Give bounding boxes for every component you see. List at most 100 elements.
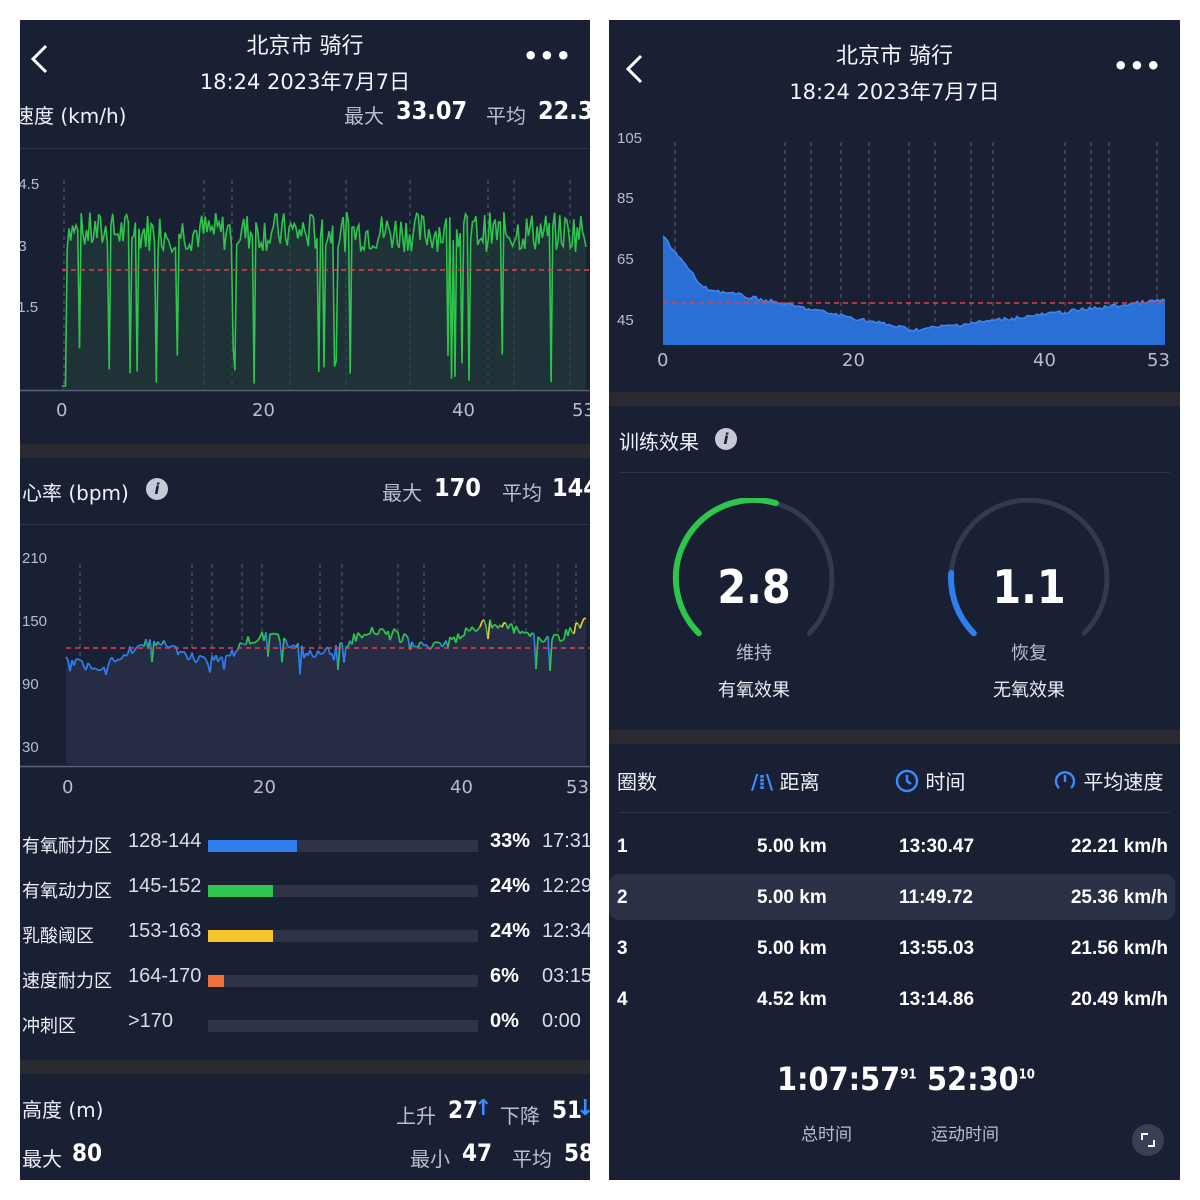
heart-line-segment [283,637,287,642]
back-button[interactable] [623,52,645,90]
speed-avg-value: 22.31 [538,96,590,125]
heart-line-segment [465,627,469,632]
lap-number: 1 [617,836,628,857]
info-icon[interactable]: i [715,428,737,450]
heart-line-segment [357,632,361,636]
zone-bar [208,1020,478,1032]
heart-line-segment [477,626,481,630]
aerobic-label: 有氧效果 [718,680,790,701]
heart-line-segment [507,623,511,630]
altitude-max-label: 最大 [22,1147,62,1171]
heart-ytick: 210 [22,550,48,567]
total-time: 1:07:5791 [777,1060,917,1098]
road-icon: /⁞\ [751,770,774,794]
lap-distance: 5.00 km [757,887,827,908]
heart-line-segment [489,619,493,629]
heart-line-segment [119,657,123,661]
zone-bar [208,975,478,987]
heart-line-segment [317,650,321,655]
total-time-label: 总时间 [801,1125,852,1145]
back-button[interactable] [28,42,50,80]
heart-line-segment [273,632,277,636]
aerobic-status: 维持 [736,643,772,664]
altitude-down-label: 下降 [500,1104,540,1128]
moving-time: 52:3010 [927,1060,1035,1098]
left-screen: 北京市 骑行 18:24 2023年7月7日 ••• 速度 (km/h) 最大 … [20,20,590,1180]
altitude-down-value: 51 [552,1096,583,1124]
heart-line-segment [289,645,293,648]
heart-line-segment [323,648,327,653]
heart-line-segment [185,654,189,661]
heart-line-segment [423,643,427,647]
heart-line-segment [187,657,191,661]
zone-bar [208,885,478,897]
lap-speed: 22.21 km/h [1070,836,1168,857]
heart-line-segment [433,641,437,644]
altitude-xtick: 20 [842,350,865,371]
heart-line-segment [393,628,397,632]
heart-line-segment [459,635,463,640]
zone-time: 0:00 [542,1010,581,1032]
altitude-min-value: 47 [462,1139,493,1167]
altitude-xtick: 40 [1033,350,1056,371]
altitude-line [662,235,1166,333]
heart-line-segment [561,638,565,642]
zone-bar-fill [208,930,273,942]
heart-line-segment [381,628,385,632]
heart-line-segment [405,634,409,639]
heart-line-segment [549,640,553,672]
lap-row[interactable]: 3 5.00 km 13:55.03 21.56 km/h [609,928,1180,972]
lap-number: 4 [617,989,628,1010]
down-arrow-icon: ↓ [576,1096,590,1121]
heart-line-segment [371,626,375,634]
heart-line-segment [355,632,359,642]
zone-row: 速度耐力区 164-170 6% 03:15 [20,965,590,995]
heart-line-segment [209,655,213,673]
heart-line-segment [95,667,99,671]
heart-line-segment [447,636,451,648]
heart-line-segment [551,634,555,641]
zone-bar-fill [208,840,298,852]
expand-icon [1141,1133,1155,1147]
speed-xtick: 40 [452,400,475,421]
heart-line-segment [199,654,203,658]
heart-line-segment [79,659,83,662]
heart-line-segment [195,658,199,664]
lap-row[interactable]: 4 4.52 km 13:14.86 20.49 km/h [609,979,1180,1023]
speed-avg-label: 平均 [486,104,526,128]
altitude-avg-label: 平均 [512,1147,552,1171]
heart-line-segment [255,639,259,643]
heart-line-segment [373,632,377,635]
heart-line-segment [411,641,415,648]
heart-line-segment [183,651,187,656]
heart-line-segment [253,641,257,644]
anaerobic-status: 恢复 [1011,643,1047,664]
page-datetime: 18:24 2023年7月7日 [199,70,411,94]
heart-line-segment [519,630,523,635]
zone-name: 有氧耐力区 [22,836,112,857]
more-options-icon[interactable]: ••• [522,42,572,70]
heart-line-segment [257,636,261,641]
heart-line-segment [493,623,497,627]
page-title: 北京市 骑行 [836,44,953,69]
heart-line-segment [107,659,111,667]
heart-line-segment [235,648,239,652]
zone-row: 有氧动力区 145-152 24% 12:29 [20,875,590,905]
more-options-icon[interactable]: ••• [1112,52,1162,80]
heart-line-segment [69,659,73,672]
info-icon[interactable]: i [146,478,168,500]
lap-row[interactable]: 2 5.00 km 11:49.72 25.36 km/h [609,877,1180,921]
lap-distance: 5.00 km [757,836,827,857]
expand-button[interactable] [1132,1124,1164,1156]
lap-row[interactable]: 1 5.00 km 13:30.47 22.21 km/h [609,826,1180,870]
heart-line-segment [277,633,281,642]
heart-line-segment [503,621,507,625]
speed-chart [20,180,590,392]
heart-line-segment [89,665,93,670]
altitude-area [663,236,1165,345]
heart-line-segment [217,657,221,663]
zone-range: 145-152 [128,875,202,897]
heart-max-value: 170 [434,473,481,502]
heart-line-segment [85,662,89,671]
heart-line-segment [397,632,401,643]
